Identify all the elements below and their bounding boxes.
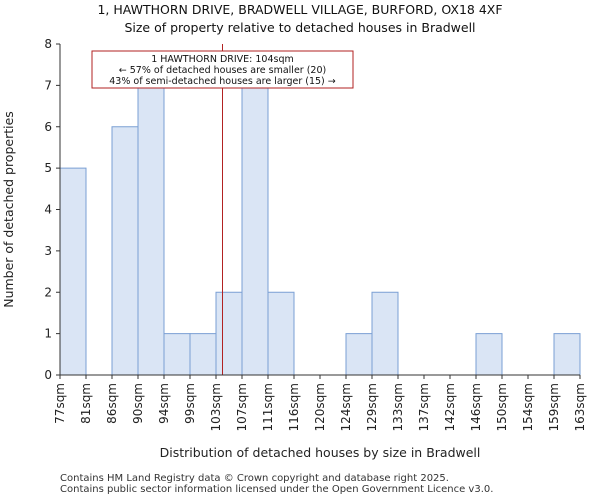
bar-86sqm <box>111 126 139 376</box>
x-tick-label-163sqm: 163sqm <box>573 383 587 431</box>
bar-129sqm <box>371 291 399 376</box>
y-tick-label-3: 3 <box>44 244 52 258</box>
histogram-chart: 0 1 2 3 4 5 6 7 8 77sqm 81sqm 86sqm 90sqm 94sqm 99sqm 1… <box>1 37 587 460</box>
bar-103sqm <box>215 291 243 376</box>
bar-94sqm <box>163 333 191 376</box>
chart-title: 1, HAWTHORN DRIVE, BRADWELL VILLAGE, BUR… <box>97 2 503 17</box>
annotation-line-2: ← 57% of detached houses are smaller (20… <box>119 65 326 76</box>
y-tick-label-0: 0 <box>44 368 52 382</box>
y-tick-label-1: 1 <box>44 327 52 341</box>
x-tick-label-77sqm: 77sqm <box>53 383 67 424</box>
x-tick-label-111sqm: 111sqm <box>261 383 275 431</box>
x-tick-label-137sqm: 137sqm <box>417 383 431 431</box>
x-tick-label-142sqm: 142sqm <box>443 383 457 431</box>
x-tick-label-120sqm: 120sqm <box>313 383 327 431</box>
x-tick-label-129sqm: 129sqm <box>365 383 379 431</box>
x-tick-label-116sqm: 116sqm <box>287 383 301 431</box>
bars-layer <box>59 84 581 376</box>
x-tick-label-154sqm: 154sqm <box>521 383 535 431</box>
x-tick-label-81sqm: 81sqm <box>79 383 93 424</box>
bar-124sqm <box>345 333 373 376</box>
y-tick-label-6: 6 <box>44 120 52 134</box>
chart-subtitle: Size of property relative to detached ho… <box>124 20 476 35</box>
bar-107sqm <box>241 84 269 376</box>
y-tick-label-7: 7 <box>44 78 52 92</box>
x-axis-label: Distribution of detached houses by size … <box>160 445 481 460</box>
x-tick-label-86sqm: 86sqm <box>105 383 119 424</box>
bar-146sqm <box>475 333 503 376</box>
y-tick-label-5: 5 <box>44 161 52 175</box>
annotation-line-3: 43% of semi-detached houses are larger (… <box>109 76 336 87</box>
footer-line-2: Contains public sector information licen… <box>60 484 494 495</box>
x-tick-label-146sqm: 146sqm <box>469 383 483 431</box>
annotation-box: 1 HAWTHORN DRIVE: 104sqm ← 57% of detach… <box>91 50 354 89</box>
x-tick-label-99sqm: 99sqm <box>183 383 197 424</box>
bar-111sqm <box>267 291 295 376</box>
x-tick-label-159sqm: 159sqm <box>547 383 561 431</box>
bar-90sqm <box>137 84 165 376</box>
y-tick-label-8: 8 <box>44 37 52 51</box>
bar-99sqm <box>189 333 217 376</box>
footer-line-1: Contains HM Land Registry data © Crown c… <box>60 473 449 484</box>
annotation-line-1: 1 HAWTHORN DRIVE: 104sqm <box>151 54 294 65</box>
x-tick-label-133sqm: 133sqm <box>391 383 405 431</box>
y-tick-label-4: 4 <box>44 203 52 217</box>
axes-layer: 0 1 2 3 4 5 6 7 8 77sqm 81sqm 86sqm 90sqm 94sqm 99sqm 1… <box>44 37 587 431</box>
annotation-rect <box>91 50 354 89</box>
x-tick-label-94sqm: 94sqm <box>157 383 171 424</box>
bar-159sqm <box>553 333 581 376</box>
x-tick-label-150sqm: 150sqm <box>495 383 509 431</box>
x-tick-label-90sqm: 90sqm <box>131 383 145 424</box>
y-tick-label-2: 2 <box>44 285 52 299</box>
y-axis-label: Number of detached properties <box>1 111 16 308</box>
bar-77sqm <box>59 167 87 376</box>
x-tick-label-124sqm: 124sqm <box>339 383 353 431</box>
x-tick-label-103sqm: 103sqm <box>209 383 223 431</box>
x-tick-label-107sqm: 107sqm <box>235 383 249 431</box>
